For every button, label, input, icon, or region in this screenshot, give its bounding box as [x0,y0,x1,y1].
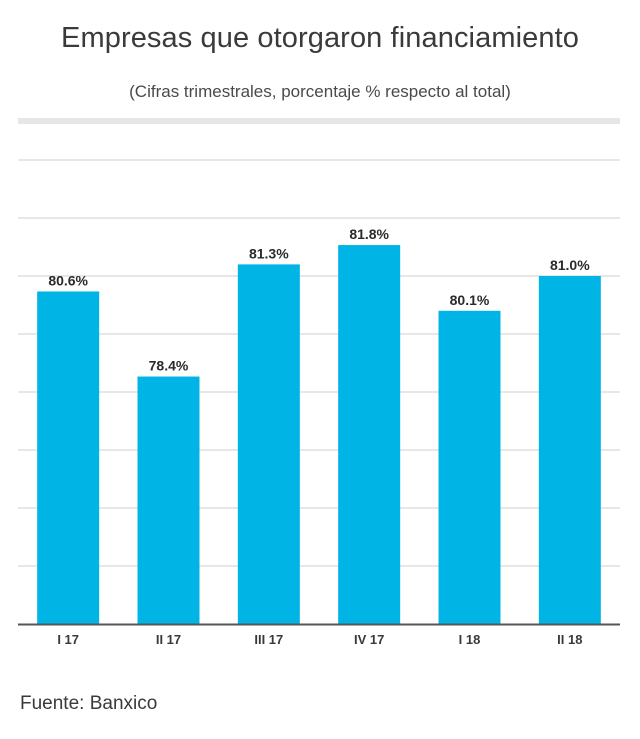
data-label: 80.6% [48,272,88,288]
bar-i-18 [438,310,501,624]
x-tick-label: II 18 [557,632,582,647]
x-tick-label: II 17 [156,632,181,647]
x-tick-label: IV 17 [354,632,384,647]
chart-subtitle: (Cifras trimestrales, porcentaje % respe… [129,82,511,101]
top-divider [18,118,620,124]
data-label: 81.8% [349,226,389,242]
bar-ii-18 [538,276,601,624]
bar-ii-17 [137,376,200,624]
x-tick-label: I 18 [459,632,481,647]
data-label: 81.3% [249,245,289,261]
data-label: 80.1% [450,292,490,308]
x-tick-label: I 17 [57,632,79,647]
data-label: 81.0% [550,257,590,273]
bar-iv-17 [338,245,401,625]
x-tick-label: III 17 [254,632,283,647]
data-label: 78.4% [149,358,189,374]
source-note: Fuente: Banxico [20,693,158,714]
chart-title: Empresas que otorgaron financiamiento [61,22,579,54]
bar-i-17 [37,291,100,624]
bar-iii-17 [237,264,300,624]
